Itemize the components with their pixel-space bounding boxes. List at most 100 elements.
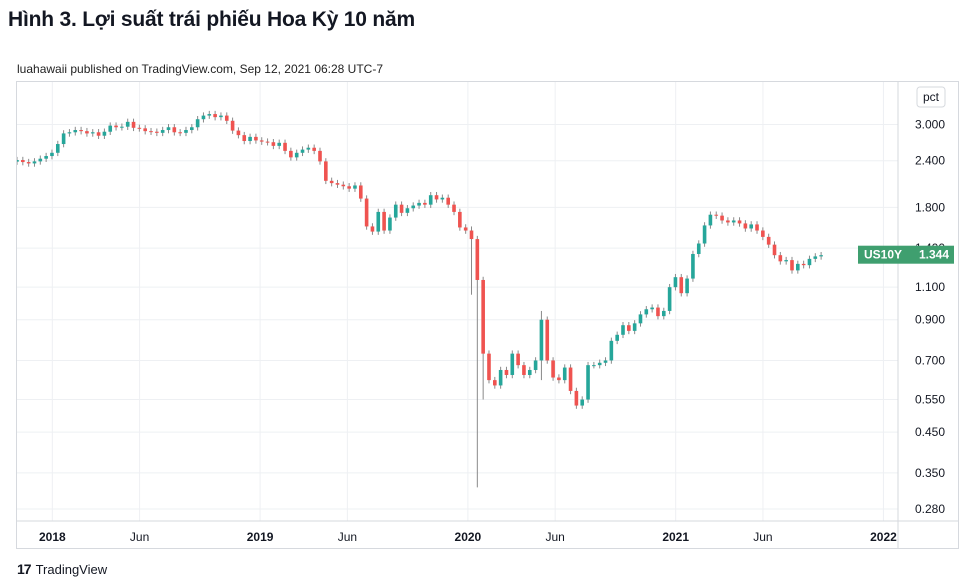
candle-body <box>137 127 142 129</box>
candle-body <box>289 150 293 158</box>
candle-body <box>341 184 346 187</box>
candle-body <box>236 130 241 136</box>
candle-body <box>96 132 101 136</box>
candle-body <box>463 227 468 231</box>
candle-body <box>685 278 689 294</box>
y-tick-label: 0.350 <box>915 466 945 480</box>
candle-body <box>73 130 78 133</box>
price-chart[interactable]: 3.0002.4001.8001.4001.1000.9000.7000.550… <box>17 82 958 548</box>
x-tick-label: 2018 <box>39 530 66 544</box>
candle-body <box>213 114 217 118</box>
chart-frame[interactable]: 3.0002.4001.8001.4001.1000.9000.7000.550… <box>16 81 959 549</box>
candle-body <box>259 140 264 142</box>
candle-body <box>149 131 153 133</box>
candle-body <box>469 230 474 240</box>
candle-body <box>248 136 252 142</box>
candle-body <box>143 128 147 132</box>
candle-body <box>761 230 765 237</box>
candle-body <box>242 135 247 142</box>
tradingview-logo-icon: 17 <box>17 561 32 577</box>
last-price-value: 1.344 <box>919 248 949 262</box>
candle-body <box>50 152 54 157</box>
candle-body <box>568 367 573 391</box>
candle-body <box>615 334 619 341</box>
candle-body <box>90 132 95 134</box>
candle-body <box>294 152 299 158</box>
candle-body <box>609 340 614 361</box>
candle-body <box>318 150 322 162</box>
candle-body <box>125 121 130 127</box>
candle-body <box>790 260 794 271</box>
candle-body <box>452 204 456 212</box>
candle-body <box>38 158 43 162</box>
candle-body <box>784 260 788 262</box>
candle-body <box>481 279 485 354</box>
publisher-byline: luahawaii published on TradingView.com, … <box>17 62 384 76</box>
candle-body <box>306 147 311 150</box>
candle-body <box>603 360 608 363</box>
time-axis: 2018 Jun 2019 Jun 2020 Jun 2021 Jun 2022 <box>39 530 897 544</box>
candle-body <box>364 198 369 227</box>
candle-body <box>55 144 60 153</box>
candle-body <box>475 239 480 280</box>
candle-body <box>696 243 701 254</box>
candle-body <box>411 205 416 209</box>
candle-body <box>347 186 351 189</box>
candle-body <box>195 119 200 128</box>
price-axis: 3.0002.4001.8001.4001.1000.9000.7000.550… <box>915 118 945 516</box>
x-tick-label: 2022 <box>870 530 897 544</box>
candle-body <box>533 360 538 370</box>
unit-label: pct <box>923 90 940 104</box>
candle-body <box>551 360 555 378</box>
candle-body <box>650 307 654 310</box>
x-tick-label: 2019 <box>247 530 274 544</box>
candle-body <box>574 390 579 406</box>
candle-body <box>778 255 783 262</box>
candle-body <box>353 185 357 189</box>
candle-body <box>493 380 497 386</box>
x-tick-label: Jun <box>753 530 772 544</box>
candle-body <box>743 223 748 229</box>
candle-body <box>656 307 660 317</box>
candle-body <box>504 369 509 375</box>
candle-body <box>358 185 363 199</box>
candle-body <box>522 365 526 375</box>
candle-body <box>726 220 730 223</box>
candle-body <box>691 253 695 279</box>
candle-body <box>638 314 643 324</box>
candle-body <box>446 197 451 205</box>
candle-body <box>184 130 188 133</box>
candle-body <box>673 277 678 288</box>
candle-body <box>120 126 124 128</box>
last-price-badge-box <box>858 245 954 264</box>
x-tick-label: Jun <box>338 530 357 544</box>
candle-body <box>26 162 31 164</box>
candle-body <box>399 204 404 213</box>
candle-body <box>580 399 585 406</box>
candle-body <box>393 204 398 218</box>
candle-body <box>597 362 602 366</box>
candle-body <box>108 125 113 132</box>
candle-body <box>277 142 282 146</box>
candle-body <box>708 214 713 226</box>
candle-body <box>114 125 118 128</box>
candle-body <box>545 319 550 361</box>
candle-body <box>557 377 561 381</box>
unit-badge-box[interactable] <box>916 86 946 108</box>
candle-body <box>632 323 637 331</box>
candle-body <box>458 211 462 228</box>
candle-body <box>720 215 724 221</box>
candle-body <box>79 130 83 132</box>
candle-body <box>417 202 421 206</box>
candle-body <box>796 263 800 271</box>
candle-body <box>382 211 386 231</box>
candle-body <box>201 115 206 120</box>
unit-badge[interactable]: pct <box>916 86 946 108</box>
y-tick-label: 3.000 <box>915 118 945 132</box>
candle-body <box>813 256 818 259</box>
candle-body <box>679 277 684 294</box>
footer-brand-text: TradingView <box>35 561 108 577</box>
candle-body <box>801 263 806 266</box>
x-tick-label: 2020 <box>455 530 482 544</box>
candle-body <box>440 197 445 200</box>
